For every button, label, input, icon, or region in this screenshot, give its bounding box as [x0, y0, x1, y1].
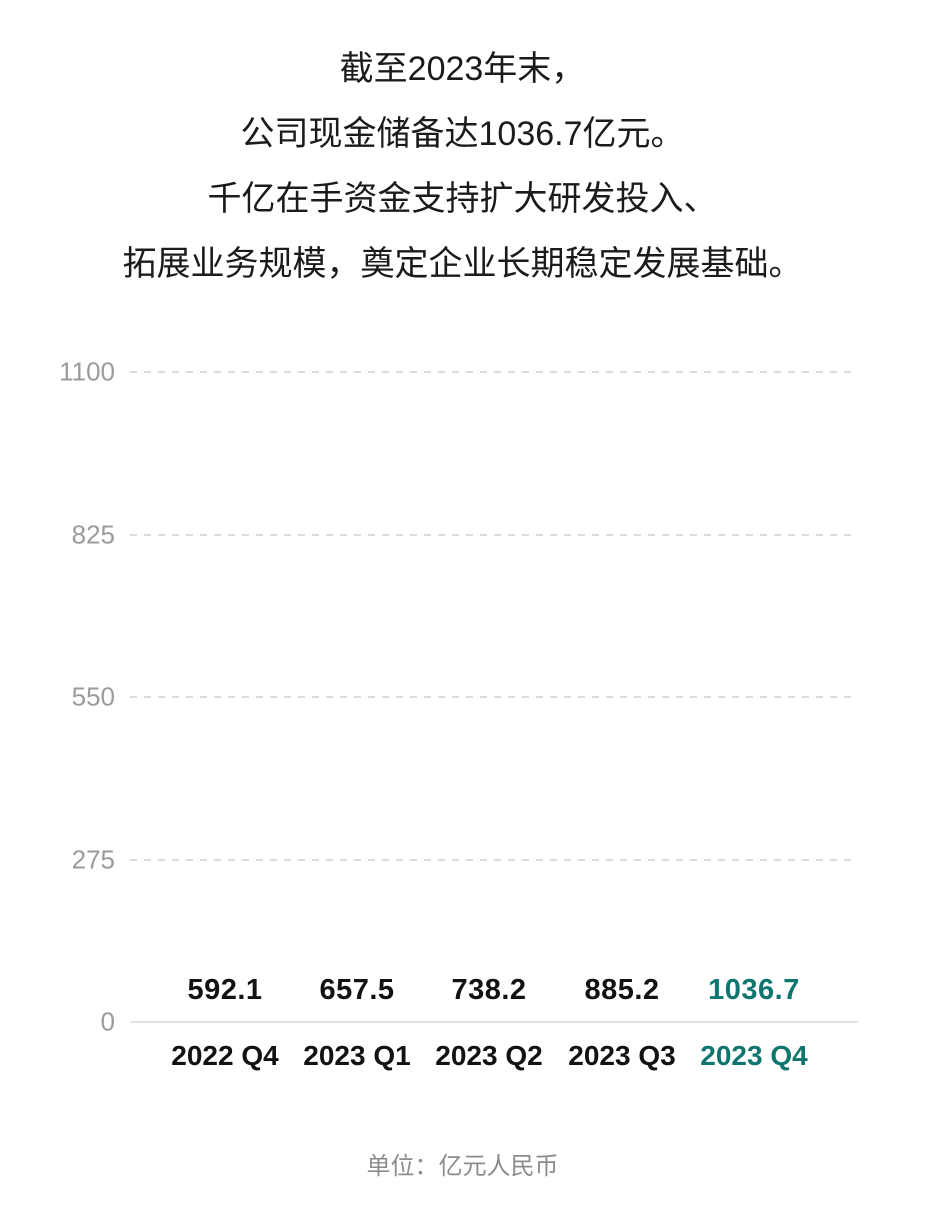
bar-value-label: 657.5 — [319, 974, 395, 1006]
x-category-label: 2022 Q4 — [171, 1040, 279, 1071]
bar-group: 885.2 — [584, 974, 659, 1022]
x-category-label: 2023 Q4 — [700, 1040, 808, 1071]
page-title: 截至2023年末， 公司现金储备达1036.7亿元。 千亿在手资金支持扩大研发投… — [0, 37, 925, 297]
x-axis-labels: 2022 Q4 2023 Q1 2023 Q2 2023 Q3 2023 Q4 — [130, 1040, 858, 1080]
bar-value-label: 885.2 — [584, 974, 660, 1006]
y-axis-tick-550: 550 — [71, 681, 115, 712]
bar-group: 592.1 — [187, 974, 262, 1022]
x-category-label: 2023 Q1 — [303, 1040, 411, 1071]
title-line-4: 拓展业务规模，奠定企业长期稳定发展基础。 — [122, 245, 803, 283]
x-axis-baseline: 0 — [101, 1007, 858, 1037]
title-line-1: 截至2023年末， — [339, 50, 586, 88]
x-category-label: 2023 Q2 — [435, 1040, 543, 1071]
bar-value-label: 1036.7 — [708, 974, 800, 1006]
bar-group: 1036.7 — [708, 974, 799, 1022]
y-axis-tick-1100: 1100 — [59, 356, 115, 387]
gridline-1100: 1100 — [59, 357, 858, 387]
bar-group: 738.2 — [451, 974, 526, 1022]
bar-group: 657.5 — [319, 974, 394, 1022]
y-axis-tick-275: 275 — [71, 844, 115, 874]
gridline-275: 275 — [72, 844, 858, 874]
gridline-550: 550 — [72, 682, 858, 712]
x-category-label: 2023 Q3 — [568, 1040, 676, 1071]
title-line-3: 千亿在手资金支持扩大研发投入、 — [207, 180, 718, 218]
y-axis-tick-0: 0 — [100, 1006, 115, 1037]
title-line-2: 公司现金储备达1036.7亿元。 — [240, 115, 685, 153]
unit-note: 单位：亿元人民币 — [366, 1153, 559, 1180]
gridline-825: 825 — [72, 519, 858, 549]
bar-value-label: 738.2 — [451, 974, 527, 1006]
y-axis-tick-825: 825 — [71, 519, 115, 549]
bar-value-label: 592.1 — [187, 974, 263, 1006]
cash-reserve-bar-chart: 1100 825 550 275 0 592.1 657.5 738.2 885… — [59, 357, 858, 1037]
